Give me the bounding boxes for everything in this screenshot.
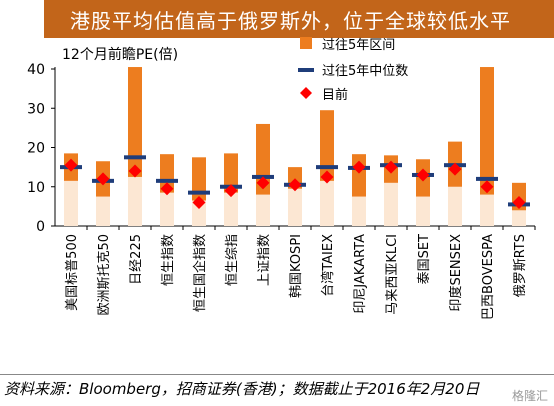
median-marker — [476, 176, 498, 181]
range-bar — [128, 67, 142, 177]
range-base-bar — [64, 180, 78, 226]
range-bar — [192, 157, 206, 201]
median-marker — [124, 155, 146, 160]
category-label: 日经225 — [129, 234, 144, 285]
current-marker — [448, 162, 462, 176]
range-base-bar — [320, 180, 334, 226]
range-bar — [224, 153, 238, 193]
current-marker — [320, 170, 334, 184]
range-base-bar — [128, 176, 142, 226]
current-marker — [192, 195, 206, 209]
category-label: 泰国SET — [417, 234, 432, 284]
current-marker — [224, 184, 238, 198]
current-marker — [352, 160, 366, 174]
current-marker — [128, 164, 142, 178]
category-label: 台湾TAIEX — [320, 234, 336, 297]
range-base-bar — [96, 196, 110, 226]
legend-label: 目前 — [322, 87, 348, 103]
category-label: 巴西BOVESPA — [481, 234, 496, 320]
range-base-bar — [448, 186, 462, 226]
range-base-bar — [224, 192, 238, 226]
category-label: 上证指数 — [257, 234, 272, 286]
y-tick-label: 0 — [36, 219, 45, 235]
legend-range-swatch — [300, 37, 312, 49]
range-base-bar — [480, 194, 494, 226]
category-label: 恒生国企指数 — [192, 234, 208, 312]
current-marker — [160, 182, 174, 196]
legend-label: 过往5年区间 — [322, 38, 395, 53]
chart-title: 港股平均估值高于俄罗斯外，位于全球较低水平 — [70, 9, 511, 33]
category-label: 欧洲斯托克50 — [97, 234, 112, 316]
range-base-bar — [256, 194, 270, 226]
range-base-bar — [384, 182, 398, 226]
range-base-bar — [416, 196, 430, 226]
footer-divider — [0, 374, 554, 375]
y-tick-label: 20 — [27, 141, 45, 157]
range-bar — [320, 110, 334, 181]
category-label: 韩国KOSPI — [289, 234, 304, 298]
title-banner — [44, 0, 554, 38]
watermark: 格隆汇 — [511, 389, 548, 403]
chart-canvas: 0 10 20 30 40 美国标普500 欧洲斯托克50 日经225 恒生指数 恒生国企指数 恒生… — [27, 37, 536, 320]
median-marker — [156, 178, 178, 183]
y-tick-label: 30 — [27, 101, 45, 117]
range-base-bar — [288, 188, 302, 226]
category-label: 恒生指数 — [161, 234, 176, 286]
current-marker — [512, 195, 526, 209]
legend-median-swatch — [298, 68, 314, 72]
range-bar — [352, 154, 366, 197]
range-base-bar — [160, 192, 174, 226]
y-tick-label: 40 — [27, 62, 45, 78]
legend-current-swatch — [300, 87, 312, 99]
range-base-bar — [512, 210, 526, 226]
category-label: 印度SENSEX — [448, 234, 464, 312]
legend-label: 过往5年中位数 — [322, 64, 408, 79]
category-label: 马来西亚KLCI — [385, 234, 400, 315]
category-label: 印尼JAKARTA — [353, 234, 368, 314]
category-label: 俄罗斯RTS — [513, 234, 528, 297]
current-marker — [64, 158, 78, 172]
current-marker — [288, 178, 302, 192]
current-marker — [480, 180, 494, 194]
y-tick-label: 10 — [27, 180, 45, 196]
median-marker — [188, 190, 210, 195]
range-bar — [480, 67, 494, 195]
range-bar — [160, 154, 174, 193]
median-marker — [316, 165, 338, 170]
category-label: 恒生综指 — [225, 234, 240, 286]
range-base-bar — [352, 196, 366, 226]
current-marker — [416, 168, 430, 182]
source-note: 资料来源：Bloomberg，招商证券(香港)；数据截止于2016年2月20日 — [4, 380, 480, 398]
category-label: 美国标普500 — [65, 234, 80, 311]
current-marker — [384, 160, 398, 174]
range-base-bar — [192, 200, 206, 226]
current-marker — [96, 172, 110, 186]
y-axis-label: 12个月前瞻PE(倍) — [62, 47, 179, 63]
current-marker — [256, 176, 270, 190]
